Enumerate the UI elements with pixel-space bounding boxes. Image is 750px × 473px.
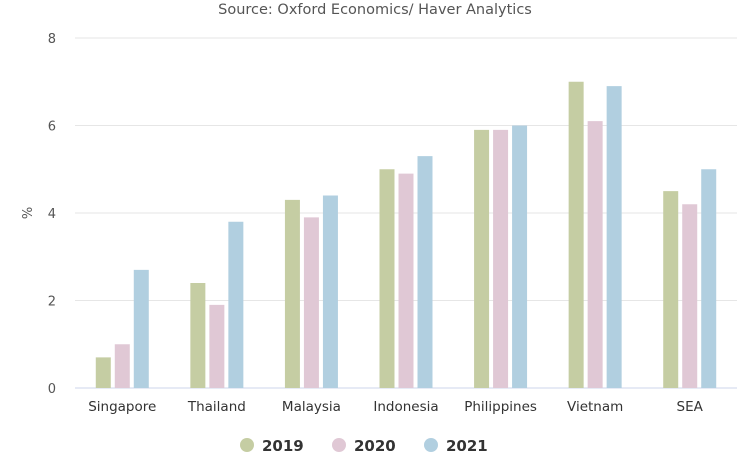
x-tick-label: Philippines <box>464 399 537 415</box>
bar-2020-singapore[interactable] <box>114 344 130 388</box>
bar-2020-philippines[interactable] <box>493 129 509 388</box>
x-tick-label: Vietnam <box>567 399 623 415</box>
legend-symbol-2020[interactable] <box>332 438 346 452</box>
legend-symbol-2019[interactable] <box>240 438 254 452</box>
bar-2020-malaysia[interactable] <box>303 217 319 388</box>
x-tick-label: Indonesia <box>373 399 438 415</box>
bar-2020-sea[interactable] <box>682 204 698 388</box>
bar-2019-philippines[interactable] <box>474 129 490 388</box>
bar-2019-vietnam[interactable] <box>568 81 584 388</box>
x-tick-label: SEA <box>677 399 704 415</box>
y-tick-label: 4 <box>48 207 56 222</box>
bars <box>95 81 717 389</box>
bar-2021-philippines[interactable] <box>512 125 528 389</box>
x-tick-label: Singapore <box>88 399 156 415</box>
y-axis-ticks: 0 2 4 6 8 <box>48 32 56 397</box>
x-tick-label: Thailand <box>187 399 246 415</box>
y-tick-label: 2 <box>48 295 56 310</box>
legend-label-2019[interactable]: 2019 <box>262 437 304 455</box>
y-tick-label: 6 <box>48 120 56 135</box>
x-axis-ticks: Singapore Thailand Malaysia Indonesia Philip… <box>88 399 703 415</box>
bar-2021-vietnam[interactable] <box>606 86 622 388</box>
y-axis-label: % <box>21 207 36 219</box>
bar-2021-thailand[interactable] <box>228 221 244 388</box>
bar-2021-indonesia[interactable] <box>417 156 433 388</box>
legend[interactable]: 2019 2020 2021 <box>240 437 488 455</box>
bar-2019-indonesia[interactable] <box>379 169 395 388</box>
legend-symbol-2021[interactable] <box>424 438 438 452</box>
bar-2021-malaysia[interactable] <box>322 195 338 389</box>
bar-2020-vietnam[interactable] <box>587 121 603 388</box>
legend-label-2021[interactable]: 2021 <box>446 437 488 455</box>
bar-2021-sea[interactable] <box>701 169 717 388</box>
x-tick-label: Malaysia <box>282 399 341 415</box>
bar-2021-singapore[interactable] <box>133 269 149 388</box>
bar-2020-indonesia[interactable] <box>398 173 414 388</box>
bar-2019-sea[interactable] <box>663 191 679 388</box>
y-tick-label: 8 <box>48 32 56 47</box>
bar-2019-singapore[interactable] <box>95 357 111 388</box>
bar-2019-malaysia[interactable] <box>284 199 300 388</box>
legend-label-2020[interactable]: 2020 <box>354 437 396 455</box>
bar-2020-thailand[interactable] <box>209 304 225 388</box>
bar-2019-thailand[interactable] <box>190 283 206 388</box>
chart-subtitle: Source: Oxford Economics/ Haver Analytic… <box>218 2 532 18</box>
y-tick-label: 0 <box>48 382 56 397</box>
